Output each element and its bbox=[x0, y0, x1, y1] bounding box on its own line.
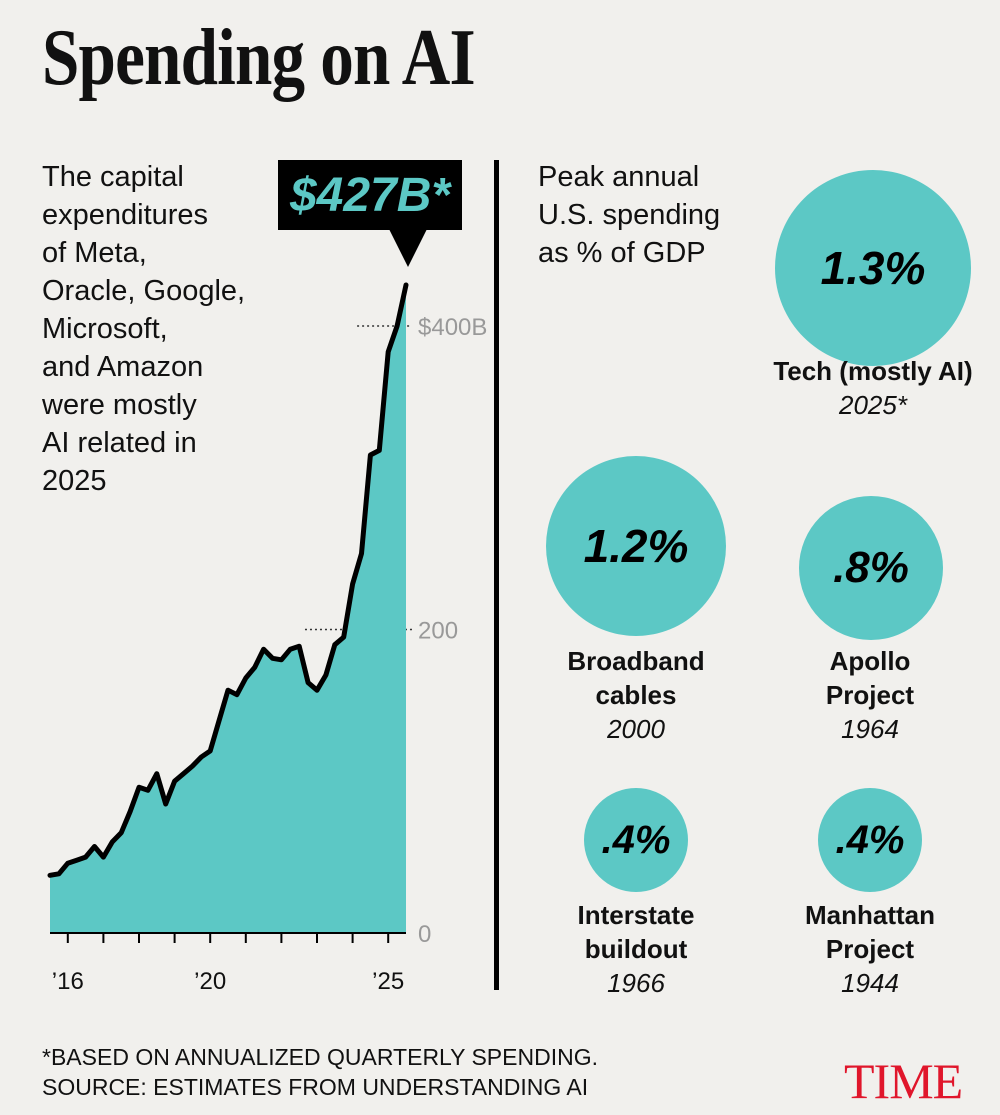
bubble-manhattan: .4% Manhattan Project 1944 bbox=[770, 788, 970, 1000]
bubble-broadband-label: Broadband cables bbox=[567, 646, 705, 710]
bubble-interstate-year: 1966 bbox=[607, 968, 665, 998]
bubble-tech-year: 2025* bbox=[839, 390, 907, 420]
bubble-interstate: .4% Interstate buildout 1966 bbox=[536, 788, 736, 1000]
bubble-tech-circle: 1.3% bbox=[775, 170, 971, 366]
bubble-broadband: 1.2% Broadband cables 2000 bbox=[536, 456, 736, 756]
page-title: Spending on AI bbox=[42, 14, 476, 102]
bubble-apollo-year: 1964 bbox=[841, 714, 899, 744]
bubble-tech: 1.3% Tech (mostly AI) 2025* bbox=[760, 170, 986, 420]
bubble-tech-value: 1.3% bbox=[820, 242, 926, 294]
y-tick-label: 200 bbox=[418, 617, 458, 644]
bubble-interstate-circle: .4% bbox=[584, 788, 688, 892]
x-tick-label: ’16 bbox=[52, 968, 84, 995]
footnote: *Based on annualized quarterly spending.… bbox=[42, 1042, 598, 1102]
gdp-comparison-heading: Peak annual U.S. spending as % of GDP bbox=[538, 161, 721, 269]
footnote-note: *Based on annualized quarterly spending. bbox=[42, 1044, 598, 1070]
bubble-apollo: .8% Apollo Project 1964 bbox=[770, 496, 970, 756]
callout-pointer bbox=[389, 229, 427, 267]
capex-area bbox=[50, 285, 406, 933]
chart-description: The capital expenditures of Meta, Oracle… bbox=[42, 161, 246, 497]
x-tick-label: ’20 bbox=[194, 968, 226, 995]
bubble-tech-label: Tech (mostly AI) bbox=[773, 356, 973, 386]
bubble-interstate-label: Interstate buildout bbox=[577, 900, 695, 964]
y-tick-label: $400B bbox=[418, 314, 487, 341]
bubble-manhattan-circle: .4% bbox=[818, 788, 922, 892]
bubble-manhattan-year: 1944 bbox=[841, 968, 899, 998]
x-tick-label: ’25 bbox=[372, 968, 404, 995]
bubble-apollo-label: Apollo Project bbox=[825, 646, 915, 710]
section-divider bbox=[494, 160, 499, 990]
bubble-manhattan-label: Manhattan Project bbox=[805, 900, 935, 964]
bubble-manhattan-value: .4% bbox=[835, 817, 905, 862]
bubble-apollo-value: .8% bbox=[833, 543, 909, 592]
time-logo: TIME bbox=[844, 1053, 963, 1109]
bubble-interstate-value: .4% bbox=[601, 817, 671, 862]
bubble-apollo-circle: .8% bbox=[799, 496, 943, 640]
bubble-broadband-year: 2000 bbox=[607, 714, 665, 744]
peak-value-callout: $427B* bbox=[278, 160, 462, 230]
capex-line bbox=[47, 282, 409, 878]
footnote-source: Source: Estimates from Understanding AI bbox=[42, 1074, 589, 1100]
capex-area-chart: ’16 ’20 ’25 0 200 $400B bbox=[47, 282, 487, 995]
y-tick-label: 0 bbox=[418, 921, 431, 948]
bubble-broadband-value: 1.2% bbox=[583, 520, 689, 572]
bubble-broadband-circle: 1.2% bbox=[546, 456, 726, 636]
